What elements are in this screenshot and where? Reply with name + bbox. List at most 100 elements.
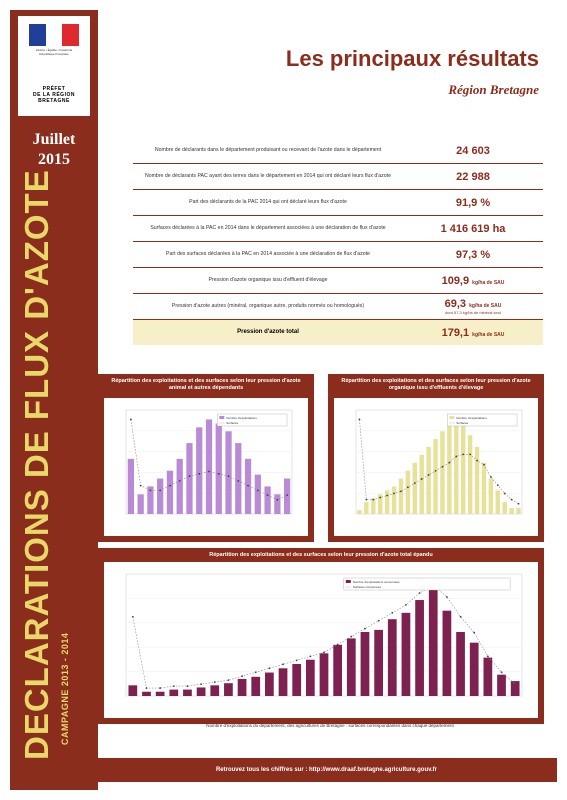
line-point [227,679,230,682]
line-point [476,459,478,462]
logo-motto: Liberté • Égalité • Fraternité Républiqu… [35,48,73,56]
result-value-number: 69,3 [444,298,467,310]
total-row: Pression d'azote total 179,1 kg/ha de SAU [133,320,543,345]
line-point [295,659,298,662]
result-value: 109,9 kg/ha de SAU [403,275,543,287]
result-subnote: dont 57,3 kg/ha de minéral seul [445,310,501,315]
result-label: Surfaces déclarées à la PAC en 2014 dans… [150,225,386,231]
bar [474,447,480,514]
bar [137,494,144,514]
legend-label: Surfaces concernées [353,585,382,589]
line-point [514,683,517,686]
line-point [131,615,134,618]
line-point [247,484,249,487]
total-value: 179,1 kg/ha de SAU [403,327,543,339]
results-table: Nombre de déclarants dans le département… [133,138,543,345]
line-point [377,619,380,622]
bar [205,419,213,514]
campaign-label: CAMPAGNE 2013 - 2014 [60,632,70,745]
total-unit: kg/ha de SAU [472,331,505,338]
bar [415,600,424,696]
bar [166,470,174,514]
line-point [486,655,489,658]
line-point [503,492,506,495]
result-label: Part des surfaces déclarées à la PAC en … [166,251,370,257]
result-row: Part des surfaces déclarées à la PAC en … [133,242,543,268]
result-unit: kg/ha de SAU [472,279,505,286]
line-point [350,635,353,638]
result-row: Surfaces déclarées à la PAC en 2014 dans… [133,216,543,242]
bar [360,632,370,696]
result-value: 69,3 kg/ha de SAU dont 57,3 kg/ha de miné… [403,298,543,315]
bar [254,474,261,514]
footer-bar: Retrouvez tous les chiffres sur : http:/… [96,758,557,782]
line-point [276,498,279,501]
result-value-number: 91,9 % [455,196,491,209]
footer-note: Nombre d'exploitations du département, d… [206,723,454,728]
line-point [448,461,451,464]
line-point [510,498,513,501]
logo-text: PRÉFET DE LA RÉGION BRETAGNE [33,86,75,104]
vertical-title: DECLARATIONS DE FLUX D'AZOTE [18,169,55,760]
chart-panel-1: Répartition des exploitations et des sur… [98,374,314,542]
bar [428,585,438,696]
bar [374,629,383,696]
legend-label: Nombre d'exploitations [226,416,257,420]
bar [274,494,281,514]
line-point [469,453,472,456]
result-label: Nombre de déclarants PAC ayant des terre… [144,173,391,179]
bar [237,678,247,696]
line-point [517,502,520,505]
chart-panel-3: Répartition des exploitations et des sur… [98,548,544,724]
bar [469,642,479,696]
bar [454,419,459,514]
chart-1-title: Répartition des exploitations et des sur… [111,378,301,391]
line-point [489,476,492,478]
bar [215,423,222,514]
line-point [434,469,437,472]
line-point [178,480,181,482]
line-point [256,489,259,492]
publication-date: Juillet 2015 [32,131,76,168]
line-point [149,489,152,492]
line-point [386,494,389,497]
line-point [169,484,171,487]
line-point [391,611,394,614]
line-point [418,592,421,594]
bar [510,681,520,696]
legend-swatch [449,416,455,419]
bar [391,486,397,514]
line-point [413,482,416,485]
bar [157,478,164,514]
line-point [483,463,485,466]
line-point [268,667,271,670]
line-point [406,486,409,489]
bar [155,691,165,696]
footer-link[interactable]: Retrouvez tous les chiffres sur : http:/… [215,767,438,773]
bar [440,431,445,514]
bar [128,685,138,696]
plot-area [355,409,523,515]
legend [343,577,511,591]
result-unit: kg/ha de SAU [469,303,502,309]
legend-label: Nombre d'exploitations concernées [353,580,400,584]
result-row: Pression d'azote organique issu d'efflue… [133,268,543,294]
result-label: Pression d'azote autres (minéral, organi… [171,303,365,309]
line-point [188,475,191,478]
line-point [358,418,361,421]
bar [377,494,383,514]
bar [497,674,506,696]
result-value-number: 22 988 [456,170,490,183]
line-point [266,494,269,496]
line-point [172,685,175,687]
bar [196,427,203,514]
line-point [282,663,284,666]
series-line [132,584,516,689]
bar [319,653,329,696]
chart-panel-2: Répartition des exploitations et des sur… [328,374,544,542]
bar [371,498,376,514]
line-point [323,651,325,654]
bar [419,454,424,514]
bar [384,490,390,514]
